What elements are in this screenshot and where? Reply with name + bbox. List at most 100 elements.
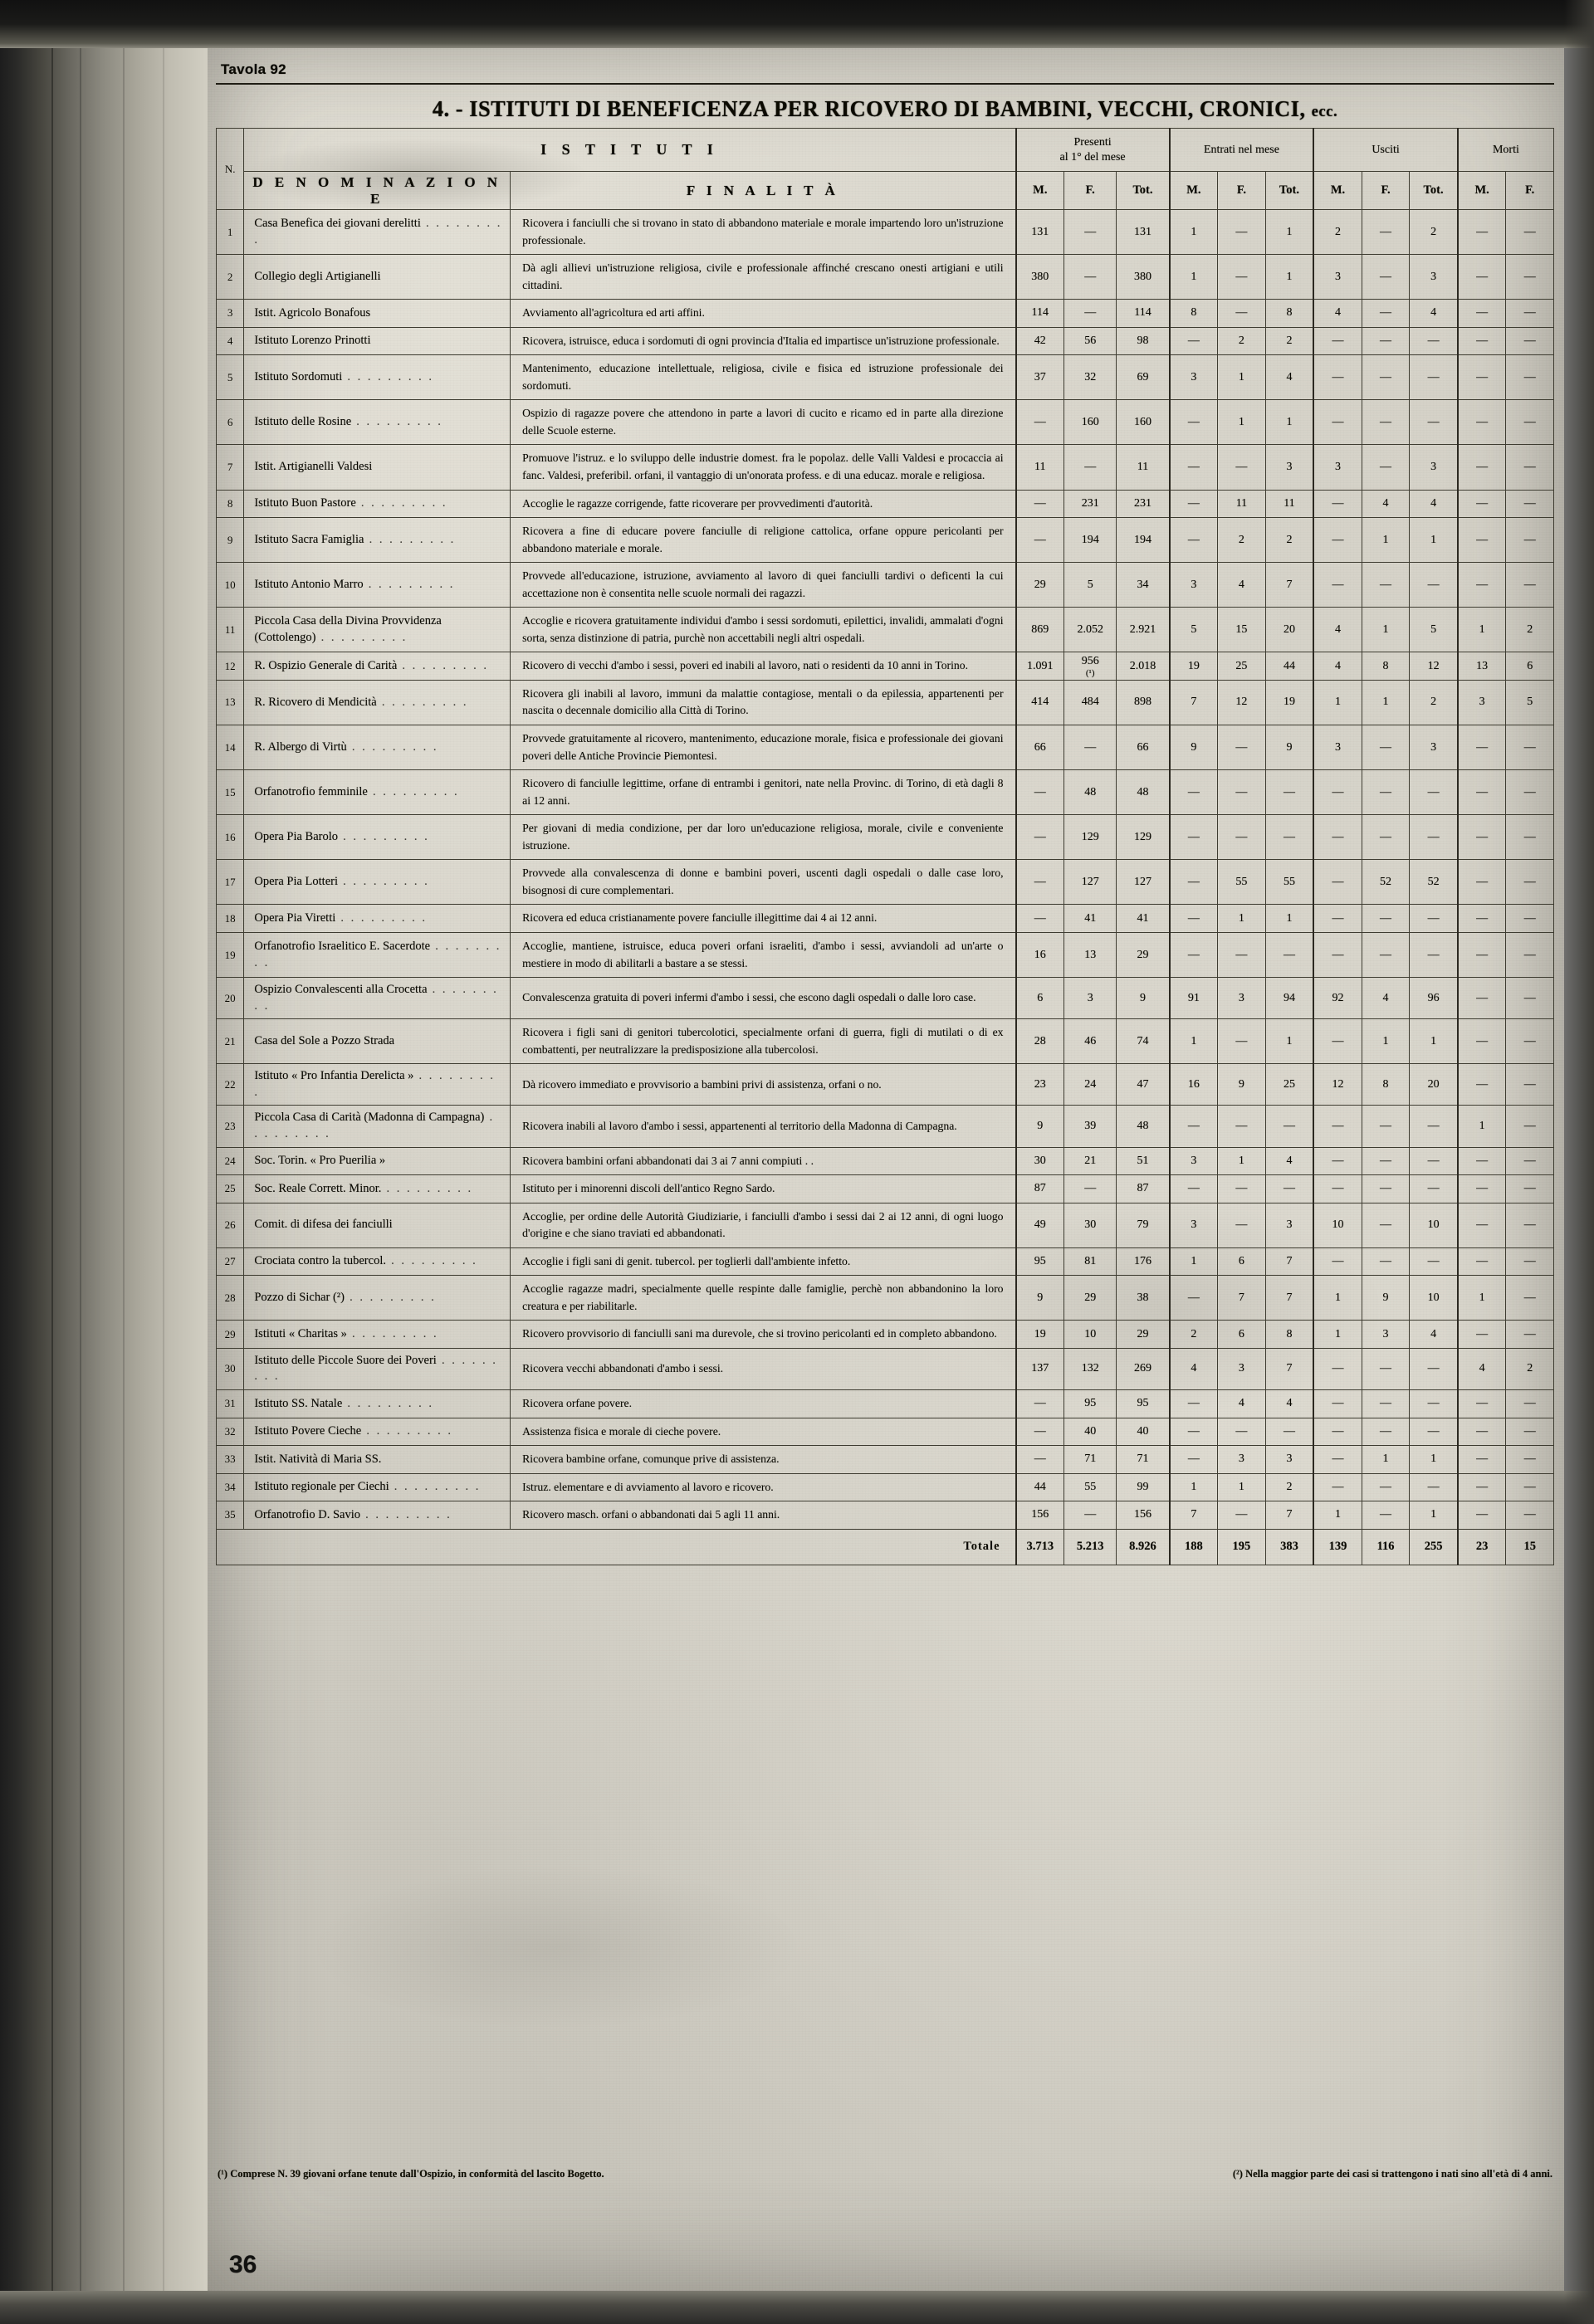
cell-usciti-tot: 2 — [1409, 679, 1459, 726]
cell-entrati-m: 3 — [1168, 1202, 1219, 1248]
group-presenti-line2: al 1° del mese — [1059, 150, 1126, 164]
cell-entrati-m: 5 — [1168, 607, 1219, 653]
cell-morti-m: — — [1456, 1146, 1507, 1176]
cell-usciti-f: 8 — [1361, 652, 1411, 681]
leader-dots: . . . . . . . . . — [344, 1291, 437, 1305]
row-number: 22 — [215, 1063, 245, 1106]
cell-usciti-tot: 96 — [1409, 977, 1459, 1020]
leader-dots: . . . . . . . . . — [346, 1326, 439, 1340]
scan-bottom-edge — [0, 2291, 1594, 2324]
row-number: 1 — [215, 208, 245, 256]
cell-presenti-f: 194 — [1063, 517, 1117, 564]
cell-denominazione: Istituti « Charitas » . . . . . . . . . — [243, 1320, 511, 1349]
row-number: 17 — [215, 859, 245, 906]
cell-presenti-f: 56 — [1063, 326, 1117, 356]
table-row: 25 Soc. Reale Corrett. Minor. . . . . . .… — [215, 1174, 1554, 1204]
cell-morti-f: — — [1505, 1501, 1554, 1530]
cell-usciti-tot: 1 — [1409, 1445, 1459, 1474]
cell-denominazione: Istit. Agricolo Bonafous — [243, 299, 511, 328]
cell-presenti-f: 46 — [1063, 1018, 1117, 1065]
cell-denominazione: Piccola Casa della Divina Provvidenza (C… — [243, 607, 511, 653]
cell-morti-f: — — [1505, 254, 1554, 300]
cell-entrati-m: 1 — [1168, 254, 1219, 300]
table-head: N. I S T I T U T I Presenti al 1° del me… — [215, 128, 1554, 210]
leader-dots: . . . . . . . . . — [254, 983, 499, 1013]
cell-entrati-f: 1 — [1217, 904, 1266, 933]
cell-entrati-f: 3 — [1217, 1347, 1266, 1391]
cell-entrati-f: 3 — [1217, 1445, 1266, 1474]
subcol-presenti-f: F. — [1063, 171, 1117, 210]
cell-morti-f: — — [1505, 814, 1554, 861]
cell-entrati-f: 55 — [1217, 859, 1266, 906]
cell-morti-m: — — [1456, 931, 1507, 979]
cell-entrati-m: — — [1168, 1389, 1219, 1418]
cell-usciti-tot: — — [1409, 1146, 1459, 1176]
cell-entrati-f: 1 — [1217, 399, 1266, 446]
table-row: 4 Istituto Lorenzo Prinotti Ricovera, istr… — [215, 326, 1554, 356]
table-row: 33 Istit. Natività di Maria SS. Ricovera b… — [215, 1445, 1554, 1474]
cell-usciti-tot: — — [1409, 1174, 1459, 1204]
cell-usciti-tot: 12 — [1409, 652, 1459, 681]
cell-usciti-f: — — [1361, 904, 1411, 933]
cell-usciti-m: 1 — [1313, 1320, 1362, 1349]
table-row: 30 Istituto delle Piccole Suore dei Pover… — [215, 1347, 1554, 1391]
cell-presenti-f: 41 — [1063, 904, 1117, 933]
cell-entrati-tot: 1 — [1264, 208, 1314, 256]
cell-morti-f: — — [1505, 208, 1554, 256]
row-number: 27 — [215, 1247, 245, 1277]
row-number: 10 — [215, 562, 245, 608]
subcol-morti-m: M. — [1456, 171, 1507, 210]
cell-usciti-f: 9 — [1361, 1275, 1411, 1321]
cell-finalita: Ricovera orfane povere. — [510, 1389, 1017, 1418]
cell-presenti-m: — — [1015, 517, 1065, 564]
table-body: 1 Casa Benefica dei giovani derelitti . .… — [215, 208, 1554, 1530]
table-row: 28 Pozzo di Sichar (²) . . . . . . . . .A… — [215, 1275, 1554, 1321]
cell-entrati-m: — — [1168, 904, 1219, 933]
cell-finalita: Ricovero di vecchi d'ambo i sessi, pover… — [510, 652, 1017, 681]
cell-entrati-f: — — [1217, 1105, 1266, 1148]
cell-denominazione: R. Albergo di Virtù . . . . . . . . . — [243, 725, 511, 771]
cell-presenti-tot: 2.921 — [1116, 607, 1171, 653]
cell-usciti-f: — — [1361, 299, 1411, 328]
cell-entrati-tot: — — [1264, 1417, 1314, 1447]
cell-presenti-tot: 160 — [1116, 399, 1171, 446]
totals-presenti-m: 3.713 — [1015, 1528, 1065, 1565]
cell-entrati-tot: 19 — [1264, 679, 1314, 726]
cell-usciti-f: — — [1361, 1146, 1411, 1176]
cell-presenti-tot: 131 — [1116, 208, 1171, 256]
leader-dots: . . . . . . . . . — [355, 496, 448, 510]
cell-entrati-f: 9 — [1217, 1063, 1266, 1106]
leader-dots: . . . . . . . . . — [346, 740, 438, 754]
cell-morti-m: — — [1456, 814, 1507, 861]
book-gutter-shadow — [0, 0, 208, 2324]
cell-presenti-f: 48 — [1063, 769, 1117, 816]
row-number: 8 — [215, 489, 245, 519]
cell-usciti-m: — — [1313, 1347, 1362, 1391]
cell-usciti-m: — — [1313, 326, 1362, 356]
cell-usciti-tot: — — [1409, 1105, 1459, 1148]
cell-denominazione: Istit. Natività di Maria SS. — [243, 1445, 511, 1474]
cell-entrati-f: 15 — [1217, 607, 1266, 653]
cell-presenti-m: 37 — [1015, 354, 1065, 401]
cell-entrati-f: 6 — [1217, 1247, 1266, 1277]
cell-usciti-tot: 4 — [1409, 489, 1459, 519]
cell-presenti-tot: 29 — [1116, 931, 1171, 979]
cell-presenti-m: — — [1015, 489, 1065, 519]
cell-usciti-tot: 4 — [1409, 1320, 1459, 1349]
cell-presenti-tot: 129 — [1116, 814, 1171, 861]
cell-morti-m: — — [1456, 1389, 1507, 1418]
cell-denominazione: Comit. di difesa dei fanciulli — [243, 1202, 511, 1248]
col-header-denominazione: D E N O M I N A Z I O N E — [243, 171, 511, 210]
cell-usciti-f: 1 — [1361, 1018, 1411, 1065]
group-entrati-line1: Entrati nel mese — [1203, 143, 1279, 156]
cell-denominazione: Casa del Sole a Pozzo Strada — [243, 1018, 511, 1065]
leader-dots: . . . . . . . . . — [363, 577, 455, 591]
cell-finalita: Accoglie, mantiene, istruisce, educa pov… — [510, 931, 1017, 979]
cell-entrati-tot: — — [1264, 814, 1314, 861]
cell-entrati-m: 16 — [1168, 1063, 1219, 1106]
leader-dots: . . . . . . . . . — [361, 1424, 453, 1438]
row-number: 13 — [215, 679, 245, 726]
cell-morti-m: — — [1456, 1320, 1507, 1349]
footnote-2: (²) Nella maggior parte dei casi si trat… — [1232, 2168, 1552, 2180]
cell-entrati-tot: 7 — [1264, 1501, 1314, 1530]
